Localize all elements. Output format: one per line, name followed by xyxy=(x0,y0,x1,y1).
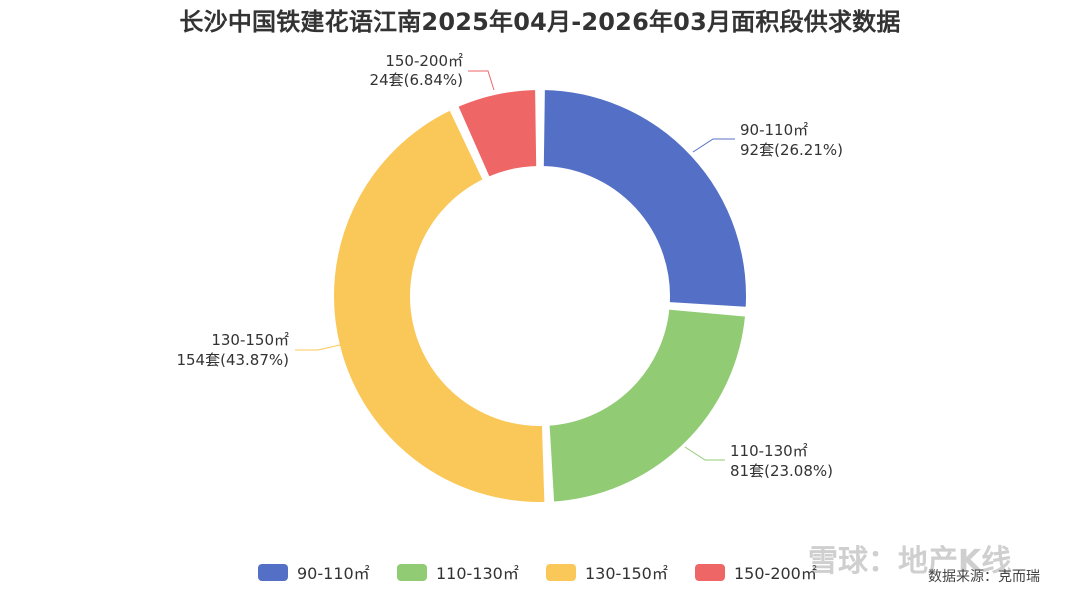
slice-label-category: 90-110㎡ xyxy=(740,121,808,139)
slice-label-value: 92套(26.21%) xyxy=(740,141,843,159)
slice-label-value: 24套(6.84%) xyxy=(370,71,463,89)
slice-90-110[interactable] xyxy=(539,86,750,311)
legend-label: 110-130㎡ xyxy=(436,564,519,583)
slice-150-200[interactable] xyxy=(454,86,541,181)
legend-item-130-150[interactable]: 130-150㎡ xyxy=(546,560,668,584)
chart-legend: 90-110㎡ 110-130㎡ 130-150㎡ 150-200㎡ xyxy=(0,560,1080,588)
leader-line xyxy=(684,446,725,461)
data-source: 数据来源：克而瑞 xyxy=(928,569,1040,585)
slice-label-value: 154套(43.87%) xyxy=(176,351,289,369)
slice-110-130[interactable] xyxy=(545,305,750,506)
leader-line xyxy=(692,138,735,153)
slice-label-category: 150-200㎡ xyxy=(385,52,463,70)
legend-swatch xyxy=(258,563,288,581)
slice-label-value: 81套(23.08%) xyxy=(730,462,833,480)
legend-item-90-110[interactable]: 90-110㎡ xyxy=(258,560,370,584)
legend-swatch xyxy=(695,563,725,581)
chart-title: 长沙中国铁建花语江南2025年04月-2026年03月面积段供求数据 xyxy=(179,8,901,36)
legend-label: 90-110㎡ xyxy=(297,564,370,583)
slice-label-category: 130-150㎡ xyxy=(211,331,289,349)
leader-line xyxy=(295,344,341,351)
leader-line xyxy=(468,70,495,91)
legend-label: 130-150㎡ xyxy=(585,564,668,583)
legend-label: 150-200㎡ xyxy=(734,564,817,583)
slice-130-150[interactable] xyxy=(330,106,549,506)
legend-swatch xyxy=(546,563,576,581)
slice-label-category: 110-130㎡ xyxy=(730,442,808,460)
watermark: 雪球：地产K线 xyxy=(808,544,1012,579)
legend-item-110-130[interactable]: 110-130㎡ xyxy=(397,560,519,584)
legend-swatch xyxy=(397,563,427,581)
legend-item-150-200[interactable]: 150-200㎡ xyxy=(695,560,817,584)
